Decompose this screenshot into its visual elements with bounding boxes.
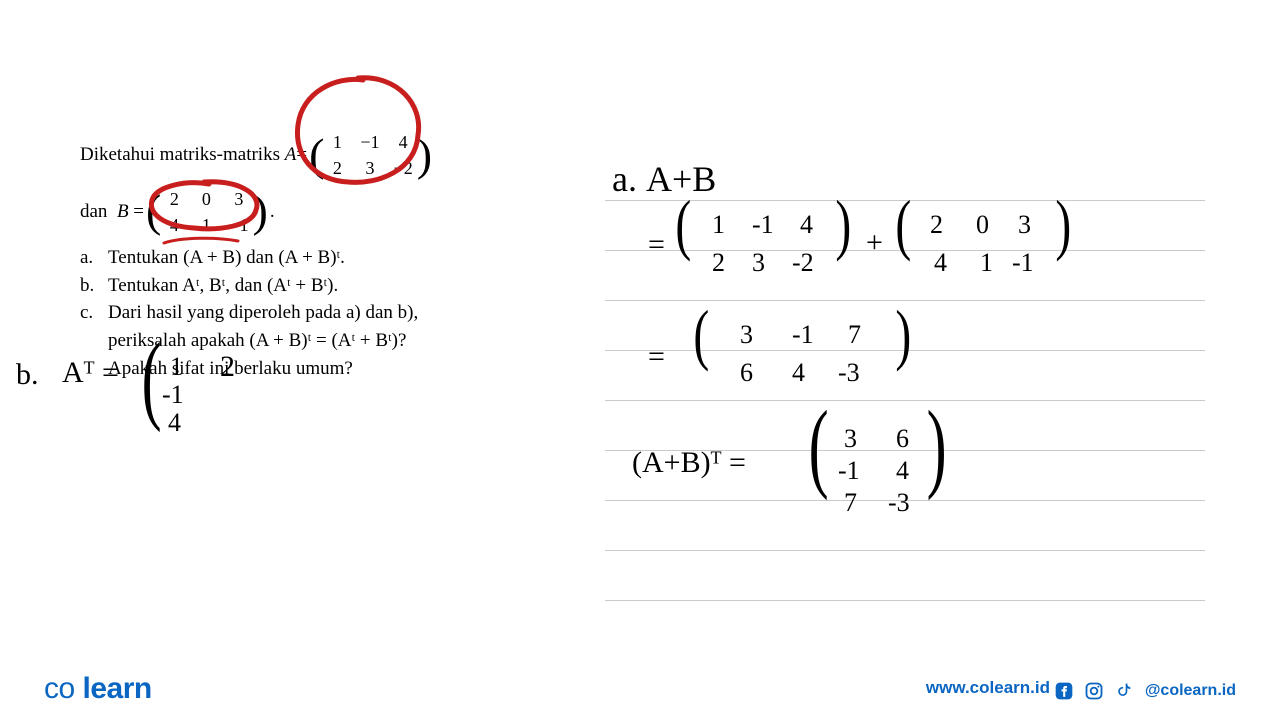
hand-m2-rp: )	[1052, 204, 1075, 252]
hand-b-label: b.	[16, 358, 39, 392]
hand-plus: +	[866, 226, 883, 260]
item-b: Tentukan Aᵗ, Bᵗ, dan (Aᵗ + Bᵗ).	[108, 273, 440, 299]
matrix-B: ( 203 41−1 )	[146, 187, 268, 238]
printed-problem: Diketahui matriks-matriks A = ( 1−14 23−…	[80, 130, 440, 383]
hand-AT-col1-2: 4	[168, 408, 181, 438]
hand-ABt-rp: )	[920, 418, 953, 484]
t-10: -1	[838, 456, 860, 486]
hand-two: 2	[220, 350, 235, 384]
question-list: a.Tentukan (A + B) dan (A + B)ᵗ. b.Tentu…	[80, 245, 440, 381]
t-21: -3	[888, 488, 910, 518]
instagram-icon	[1083, 680, 1105, 702]
footer-handle: @colearn.id	[1145, 682, 1236, 700]
hand-eq1: =	[648, 228, 665, 262]
m1-11: 3	[752, 248, 765, 278]
lead-text: Diketahui matriks-matriks	[80, 142, 280, 168]
period: .	[270, 199, 275, 225]
m2-12: -1	[1012, 248, 1034, 278]
t-01: 6	[896, 424, 909, 454]
hand-res-lp: (	[690, 314, 713, 362]
m1-00: 1	[712, 210, 725, 240]
eq2: =	[133, 199, 144, 225]
matrix-A: ( 1−14 23−2 )	[309, 130, 432, 181]
r-12: -3	[838, 358, 860, 388]
dan-text: dan	[80, 199, 107, 225]
tiktok-icon	[1113, 680, 1135, 702]
r-10: 6	[740, 358, 753, 388]
t-11: 4	[896, 456, 909, 486]
m2-11: 1	[980, 248, 993, 278]
t-00: 3	[844, 424, 857, 454]
hand-eq2: =	[648, 340, 665, 374]
m1-01: -1	[752, 210, 774, 240]
r-00: 3	[740, 320, 753, 350]
hand-ABt-label: (A+B)ᵀ =	[632, 446, 746, 480]
hand-res-rp: )	[892, 314, 915, 362]
m2-00: 2	[930, 210, 943, 240]
t-20: 7	[844, 488, 857, 518]
item-a: Tentukan (A + B) dan (A + B)ᵗ.	[108, 245, 440, 271]
m1-10: 2	[712, 248, 725, 278]
r-01: -1	[792, 320, 814, 350]
m1-12: -2	[792, 248, 814, 278]
m2-02: 3	[1018, 210, 1031, 240]
hand-AT: Aᵀ =	[62, 356, 119, 390]
hand-m2-lp: (	[892, 204, 915, 252]
hand-ABt-lp: (	[802, 418, 835, 484]
facebook-icon	[1053, 680, 1075, 702]
hand-a-label: a. A+B	[612, 158, 716, 200]
m2-01: 0	[976, 210, 989, 240]
hand-AT-col1-1: -1	[162, 380, 184, 410]
B-label: B	[117, 199, 129, 225]
A-label: A	[285, 142, 297, 168]
m1-02: 4	[800, 210, 813, 240]
r-02: 7	[848, 320, 861, 350]
m2-10: 4	[934, 248, 947, 278]
hand-AT-col1-0: 1	[170, 352, 183, 382]
eq1: =	[296, 142, 307, 168]
r-11: 4	[792, 358, 805, 388]
brand-logo: co learn	[44, 672, 152, 706]
footer-socials: @colearn.id	[1053, 680, 1236, 702]
hand-m1-rp: )	[832, 204, 855, 252]
hand-m1-lp: (	[672, 204, 695, 252]
footer-url: www.colearn.id	[926, 678, 1050, 698]
